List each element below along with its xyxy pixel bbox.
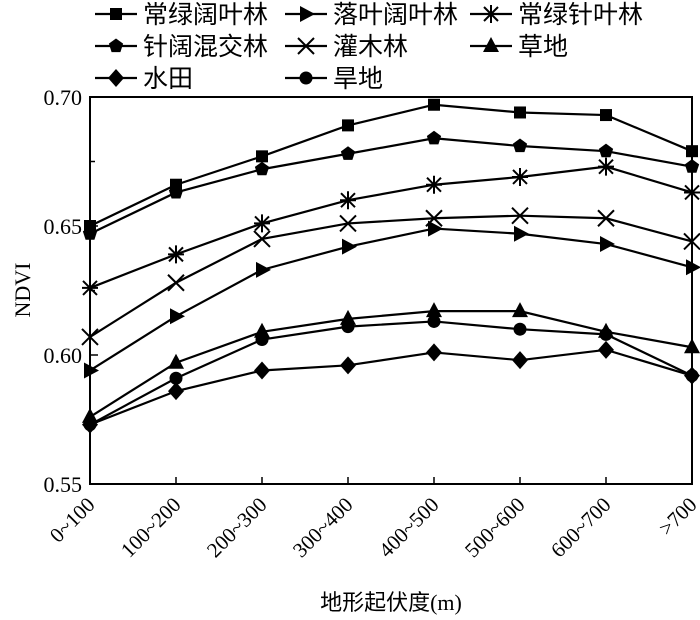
data-point-pentagon [512, 138, 528, 153]
data-point-triangle-right [170, 308, 185, 325]
data-point-pentagon [426, 130, 442, 145]
data-point-x [167, 274, 185, 292]
data-point-asterisk [254, 214, 270, 233]
data-point-diamond [598, 340, 614, 359]
legend-marker-triangle-up [483, 37, 499, 52]
series-line-asterisk [89, 165, 693, 289]
series-line-square [89, 103, 693, 227]
data-point-triangle-up [254, 322, 270, 338]
data-point-asterisk [82, 278, 98, 297]
legend-marker-diamond [108, 69, 124, 87]
legend-marker-square [110, 8, 122, 20]
legend-label: 针阔混交林 [143, 33, 268, 61]
data-point-x [683, 232, 700, 251]
data-point-triangle-up [512, 302, 528, 318]
data-point-asterisk [684, 183, 700, 202]
data-point-x [511, 206, 529, 225]
data-point-diamond [426, 343, 442, 362]
legend-marker-circle [299, 71, 313, 85]
data-point-triangle-right [514, 225, 529, 242]
data-point-x [253, 230, 271, 248]
y-tick-label: 0.55 [44, 472, 83, 497]
data-point-pentagon [598, 143, 614, 158]
x-tick-label: 0~100 [45, 493, 100, 548]
data-point-circle [169, 371, 183, 385]
data-point-asterisk [598, 157, 614, 176]
data-point-circle [599, 327, 613, 341]
series-line-pentagon [89, 137, 693, 235]
data-point-asterisk [426, 175, 442, 194]
data-point-circle [255, 333, 269, 347]
data-point-diamond [168, 382, 184, 401]
data-point-triangle-right [600, 236, 615, 253]
data-point-pentagon [254, 161, 270, 176]
legend-label: 常绿阔叶林 [143, 1, 268, 29]
y-tick-label: 0.60 [44, 343, 83, 368]
y-axis-title: NDVI [10, 263, 35, 318]
legend-marker-triangle-right [300, 6, 315, 22]
data-point-pentagon [82, 226, 98, 240]
data-point-triangle-up [684, 338, 700, 354]
data-point-pentagon [684, 159, 700, 173]
x-tick-label: 500~600 [460, 493, 530, 563]
data-point-circle [513, 322, 527, 336]
data-point-triangle-right [256, 261, 271, 278]
data-point-triangle-right [342, 238, 357, 255]
y-tick-label: 0.65 [44, 214, 83, 239]
legend-label: 常绿针叶林 [518, 1, 643, 29]
data-point-x [81, 328, 99, 346]
data-point-x [597, 209, 615, 227]
x-tick-label: 300~400 [288, 493, 358, 563]
data-point-diamond [512, 351, 528, 370]
data-point-triangle-right [84, 362, 99, 379]
legend-marker-asterisk [483, 5, 499, 23]
series-line-x [89, 214, 693, 338]
legend-label: 落叶阔叶林 [333, 1, 458, 29]
data-point-circle [685, 369, 699, 383]
series-line-triangle-up [89, 310, 693, 418]
data-point-square [686, 145, 698, 158]
data-point-asterisk [168, 245, 184, 264]
series-line-diamond [89, 348, 693, 426]
y-tick-label: 0.70 [44, 85, 83, 110]
legend-marker-pentagon [108, 38, 124, 53]
data-point-diamond [254, 361, 270, 380]
data-point-square [342, 119, 354, 132]
data-point-circle [83, 418, 97, 432]
data-point-triangle-right [428, 220, 443, 237]
x-tick-label: 100~200 [116, 493, 186, 563]
data-point-triangle-up [168, 353, 184, 369]
legend-label: 灌木林 [333, 33, 408, 61]
data-point-diamond [340, 356, 356, 375]
data-point-x [425, 209, 443, 227]
data-point-asterisk [512, 167, 528, 186]
legend-label: 草地 [518, 33, 568, 61]
x-axis-title: 地形起伏度(m) [320, 590, 462, 615]
x-tick-label: 400~500 [374, 493, 444, 563]
x-tick-label: 200~300 [202, 493, 272, 563]
data-point-asterisk [340, 191, 356, 210]
data-point-circle [427, 314, 441, 328]
data-point-square [514, 106, 526, 119]
data-point-square [428, 98, 440, 111]
data-point-pentagon [340, 146, 356, 160]
data-point-x [339, 214, 357, 233]
data-point-square [600, 109, 612, 122]
data-point-square [256, 150, 268, 163]
data-point-triangle-up [82, 407, 98, 423]
data-point-pentagon [168, 184, 184, 199]
x-tick-label: 600~700 [546, 493, 616, 563]
legend-marker-x [297, 37, 315, 55]
legend-label: 旱地 [333, 65, 383, 93]
legend-label: 水田 [143, 65, 193, 93]
series-line-circle [89, 320, 693, 426]
x-tick-label: >700 [654, 493, 700, 541]
data-point-circle [341, 320, 355, 334]
data-point-triangle-up [340, 309, 356, 325]
data-point-triangle-up [426, 302, 442, 318]
data-point-triangle-right [686, 259, 700, 276]
series-line-triangle-right [89, 227, 693, 372]
